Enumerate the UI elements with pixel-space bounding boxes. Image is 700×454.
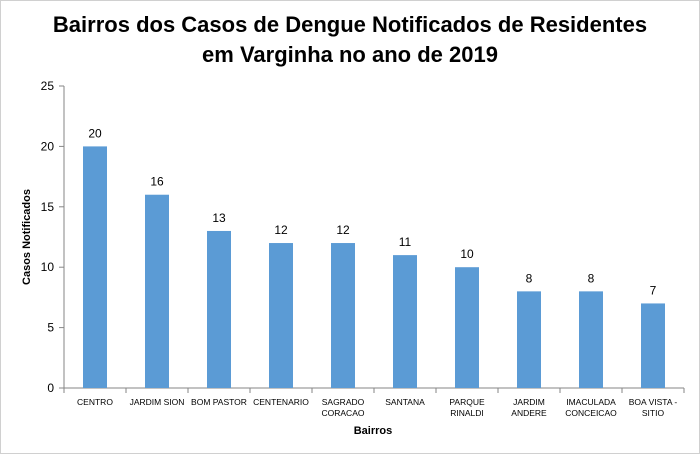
y-tick-label: 5 <box>47 321 54 335</box>
bar <box>145 194 169 388</box>
y-tick-label: 0 <box>47 381 54 395</box>
category-label: SITIO <box>642 408 665 418</box>
plot-area: 0 5 10 15 20 25 20 CENTRO 16 JARDIM SION 13 BOM PAS… <box>41 79 685 418</box>
y-tick-label: 25 <box>41 79 55 93</box>
bar <box>517 291 541 388</box>
category-label: ANDERE <box>511 408 547 418</box>
category-label: CORACAO <box>322 408 365 418</box>
y-tick-label: 15 <box>41 200 55 214</box>
category-label: CENTENARIO <box>253 397 309 407</box>
bar <box>641 303 665 388</box>
category-label: JARDIM SION <box>130 397 185 407</box>
category-label: BOA VISTA - <box>629 397 678 407</box>
y-tick-label: 20 <box>41 139 55 153</box>
data-label: 12 <box>336 223 350 237</box>
data-label: 12 <box>274 223 288 237</box>
category-label: JARDIM <box>513 397 545 407</box>
data-label: 10 <box>460 247 474 261</box>
x-axis-label: Bairros <box>354 425 393 437</box>
data-label: 16 <box>150 175 164 189</box>
data-label: 8 <box>526 271 533 285</box>
chart-title-line-1: Bairros dos Casos de Dengue Notificados … <box>53 12 647 37</box>
category-label: RINALDI <box>450 408 484 418</box>
data-label: 20 <box>88 126 102 140</box>
bar <box>393 255 417 388</box>
bar <box>331 243 355 388</box>
category-label: PARQUE <box>449 397 485 407</box>
category-label: BOM PASTOR <box>191 397 247 407</box>
chart-title-line-2: em Varginha no ano de 2019 <box>202 42 498 67</box>
y-tick-label: 10 <box>41 260 55 274</box>
bar <box>83 146 107 388</box>
bar <box>269 243 293 388</box>
y-axis-label: Casos Notificados <box>21 189 33 285</box>
data-label: 13 <box>212 211 226 225</box>
category-label: CENTRO <box>77 397 113 407</box>
bar <box>207 230 231 388</box>
category-label: SANTANA <box>385 397 425 407</box>
bar <box>579 291 603 388</box>
bar <box>455 267 479 388</box>
category-label: IMACULADA <box>566 397 616 407</box>
data-label: 8 <box>588 271 595 285</box>
category-label: SAGRADO <box>322 397 365 407</box>
category-label: CONCEICAO <box>565 408 617 418</box>
data-label: 11 <box>399 235 412 249</box>
data-label: 7 <box>650 283 657 297</box>
